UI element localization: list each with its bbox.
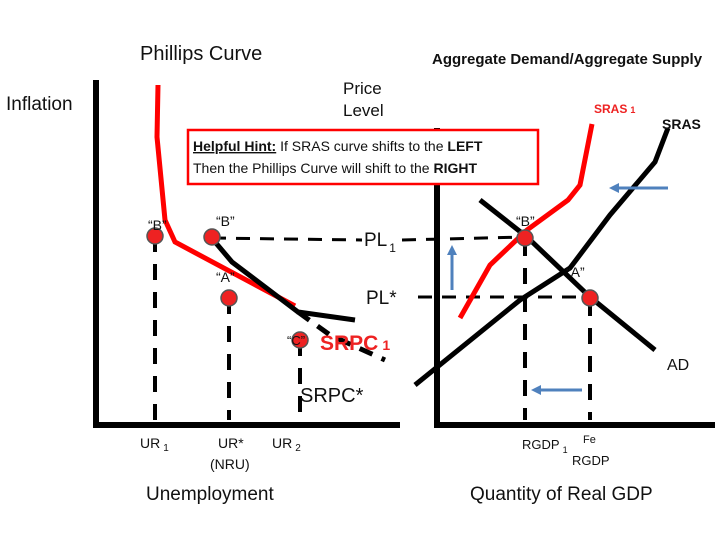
phillips-point-a: [220, 289, 238, 307]
label-point-b: “B”: [216, 213, 235, 229]
real-gdp-axis-label: Quantity of Real GDP: [470, 484, 653, 505]
pl-star-label: PL*: [366, 288, 397, 309]
pl1-label-sub: 1: [389, 241, 396, 255]
ur1-label-sub: 1: [163, 443, 169, 454]
rgdp-fe-sup-label: Fe: [583, 434, 596, 446]
label-point-c: “C”: [287, 333, 305, 348]
hint-line-2: Then the Phillips Curve will shift to th…: [193, 160, 477, 176]
rgdp-fe-label: RGDP: [572, 453, 610, 468]
hint-line1-bold: LEFT: [447, 138, 482, 154]
label-adas-point-b: “B”: [516, 213, 535, 229]
sras1-label-main: SRAS: [594, 102, 627, 116]
shifted-phillips-curve: [154, 84, 297, 309]
hint-box: [186, 128, 540, 186]
sras-curve: [413, 127, 671, 387]
phillips-point-b: [203, 228, 221, 246]
adas-point-b: [516, 229, 534, 247]
hint-label: Helpful Hint:: [193, 138, 276, 154]
pl1-guide-right: [401, 235, 526, 242]
srpc-star-curve: [296, 309, 387, 363]
hint-line-1: Helpful Hint: If SRAS curve shifts to th…: [193, 138, 483, 154]
label-point-a: “A”: [216, 269, 235, 285]
sras1-curve: [457, 123, 595, 320]
ur1-label: UR 1: [140, 435, 169, 454]
rgdp1-label-sub: 1: [563, 445, 568, 455]
inflation-axis-label: Inflation: [6, 94, 73, 115]
ur2-label-main: UR: [272, 435, 292, 451]
ur1-label-main: UR: [140, 435, 160, 451]
pl1-label: PL 1: [364, 230, 396, 255]
label-adas-point-a: “A”: [566, 264, 585, 280]
phillips-curve-title: Phillips Curve: [140, 43, 262, 65]
nru-label: (NRU): [210, 456, 250, 472]
srpc-star-label: SRPC*: [300, 385, 364, 407]
sras1-label: SRAS 1: [594, 102, 635, 116]
phillips-point-b-left: [146, 227, 164, 245]
ad-label: AD: [667, 357, 689, 374]
sras1-label-sub: 1: [630, 105, 635, 115]
ad-as-title: Aggregate Demand/Aggregate Supply: [432, 51, 703, 68]
rgdp1-label-main: RGDP: [522, 437, 560, 452]
ur-star-label: UR*: [218, 435, 244, 451]
unemployment-axis-label: Unemployment: [146, 484, 274, 505]
price-level-axis-label-line1: Price: [343, 79, 382, 98]
sras-label: SRAS: [662, 116, 701, 132]
phillips-axes: [93, 80, 400, 428]
ur2-label-sub: 2: [295, 443, 301, 454]
pl1-label-main: PL: [364, 230, 387, 251]
hint-line1-text: If SRAS curve shifts to the: [276, 138, 447, 154]
rgdp1-label: RGDP 1: [522, 437, 568, 455]
ad-curve: [478, 198, 657, 352]
hint-line2-text: Then the Phillips Curve will shift to th…: [193, 160, 433, 176]
ur2-label: UR 2: [272, 435, 301, 454]
label-point-b-left: “B”: [148, 217, 167, 233]
srpc1-label-main: SRPC: [320, 332, 378, 355]
adas-point-a: [581, 289, 599, 307]
pl1-guide-left: [211, 236, 363, 242]
srpc1-label: SRPC 1: [320, 332, 390, 355]
hint-line2-bold: RIGHT: [433, 160, 477, 176]
price-level-axis-label-line2: Level: [343, 101, 384, 120]
phillips-point-c: [291, 331, 309, 349]
srpc1-label-sub: 1: [382, 337, 390, 353]
srpc1-curve: [208, 234, 356, 323]
